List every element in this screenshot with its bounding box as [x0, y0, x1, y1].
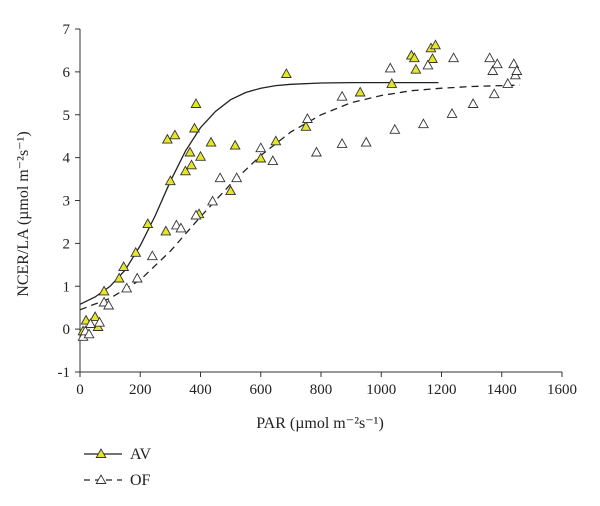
- y-tick-label: 2: [63, 236, 71, 252]
- data-point-av: [300, 120, 312, 131]
- data-point-av: [142, 218, 154, 229]
- data-point-of: [491, 58, 503, 69]
- data-point-av: [130, 246, 142, 257]
- x-tick-label: 600: [250, 382, 273, 398]
- data-point-av: [113, 272, 125, 283]
- data-point-of: [484, 52, 496, 63]
- data-point-av: [270, 135, 282, 146]
- x-tick-label: 1400: [487, 382, 517, 398]
- data-point-of: [422, 59, 434, 70]
- data-point-av: [160, 225, 172, 236]
- data-point-av: [354, 86, 366, 97]
- x-tick-label: 1200: [427, 382, 457, 398]
- data-point-of: [502, 77, 514, 88]
- data-point-of: [488, 88, 500, 99]
- x-tick-label: 800: [310, 382, 333, 398]
- data-point-of: [231, 172, 243, 183]
- data-point-av: [179, 165, 191, 176]
- y-tick-label: 4: [63, 151, 71, 167]
- data-point-av: [118, 261, 130, 271]
- data-markers: [77, 39, 523, 341]
- y-tick-label: 3: [63, 194, 71, 210]
- data-point-av: [408, 52, 420, 63]
- data-point-of: [417, 118, 429, 129]
- data-point-of: [389, 123, 401, 134]
- data-point-of: [214, 172, 226, 183]
- data-point-av: [229, 139, 241, 150]
- legend-label-of: OF: [130, 472, 151, 489]
- data-point-av: [386, 77, 398, 88]
- x-tick-label: 1600: [547, 382, 577, 398]
- data-point-of: [511, 65, 523, 75]
- y-tick-label: 5: [63, 108, 71, 124]
- data-point-av: [205, 136, 217, 147]
- data-point-av: [255, 152, 267, 163]
- data-point-of: [255, 142, 267, 153]
- legend-label-av: AV: [130, 446, 151, 463]
- data-point-of: [190, 209, 202, 220]
- axes: 0 200 400 600 800 1000 1200 1400 1600 -1 0 1 2 3 4 5 6 7: [58, 22, 578, 398]
- data-point-of: [487, 65, 499, 75]
- legend: AV OF: [84, 446, 151, 489]
- data-point-of: [103, 299, 115, 310]
- data-point-av: [190, 98, 202, 108]
- legend-marker-av: [95, 448, 107, 458]
- data-point-av: [164, 175, 176, 186]
- y-tick-label: 7: [63, 22, 71, 38]
- data-point-of: [146, 250, 158, 261]
- data-point-av: [185, 159, 197, 170]
- data-point-av: [188, 122, 200, 133]
- data-point-of: [175, 222, 187, 233]
- x-axis-title: PAR (µmol m⁻²s⁻¹): [256, 415, 384, 432]
- data-point-of: [508, 58, 520, 69]
- data-point-of: [85, 318, 97, 328]
- data-point-of: [301, 113, 313, 123]
- data-point-of: [448, 52, 460, 63]
- data-point-av: [89, 311, 101, 322]
- fit-curve-of: [79, 84, 520, 311]
- data-point-av: [184, 146, 196, 157]
- data-point-of: [83, 328, 95, 339]
- data-point-av: [169, 129, 181, 140]
- y-tick-label: 0: [63, 322, 71, 338]
- data-point-of: [384, 62, 396, 73]
- data-point-av: [429, 39, 441, 50]
- data-point-of: [94, 316, 106, 327]
- x-tick-label: 0: [76, 382, 84, 398]
- data-point-av: [98, 285, 110, 296]
- data-point-av: [280, 68, 292, 78]
- data-point-of: [121, 282, 133, 293]
- data-point-of: [207, 195, 219, 206]
- data-point-of: [310, 146, 322, 157]
- legend-marker-of: [95, 474, 107, 484]
- y-tick-label: -1: [58, 365, 71, 381]
- fit-curves: [79, 81, 520, 311]
- data-point-of: [267, 155, 279, 166]
- x-tick-label: 1000: [366, 382, 396, 398]
- data-point-of: [131, 272, 143, 283]
- y-tick-label: 1: [63, 279, 71, 295]
- x-tick-label: 200: [129, 382, 152, 398]
- data-point-av: [426, 53, 438, 63]
- data-point-of: [336, 137, 348, 148]
- fit-curve-av: [79, 81, 439, 305]
- data-point-av: [195, 150, 207, 161]
- data-point-av: [410, 63, 422, 74]
- data-point-av: [225, 185, 237, 196]
- y-tick-label: 6: [63, 65, 71, 81]
- data-point-of: [467, 98, 479, 108]
- data-point-of: [360, 136, 372, 147]
- y-axis-title: NCER/LA (µmol m⁻²s⁻¹): [15, 131, 32, 296]
- data-point-of: [336, 90, 348, 101]
- data-point-of: [446, 107, 458, 118]
- x-tick-label: 400: [189, 382, 212, 398]
